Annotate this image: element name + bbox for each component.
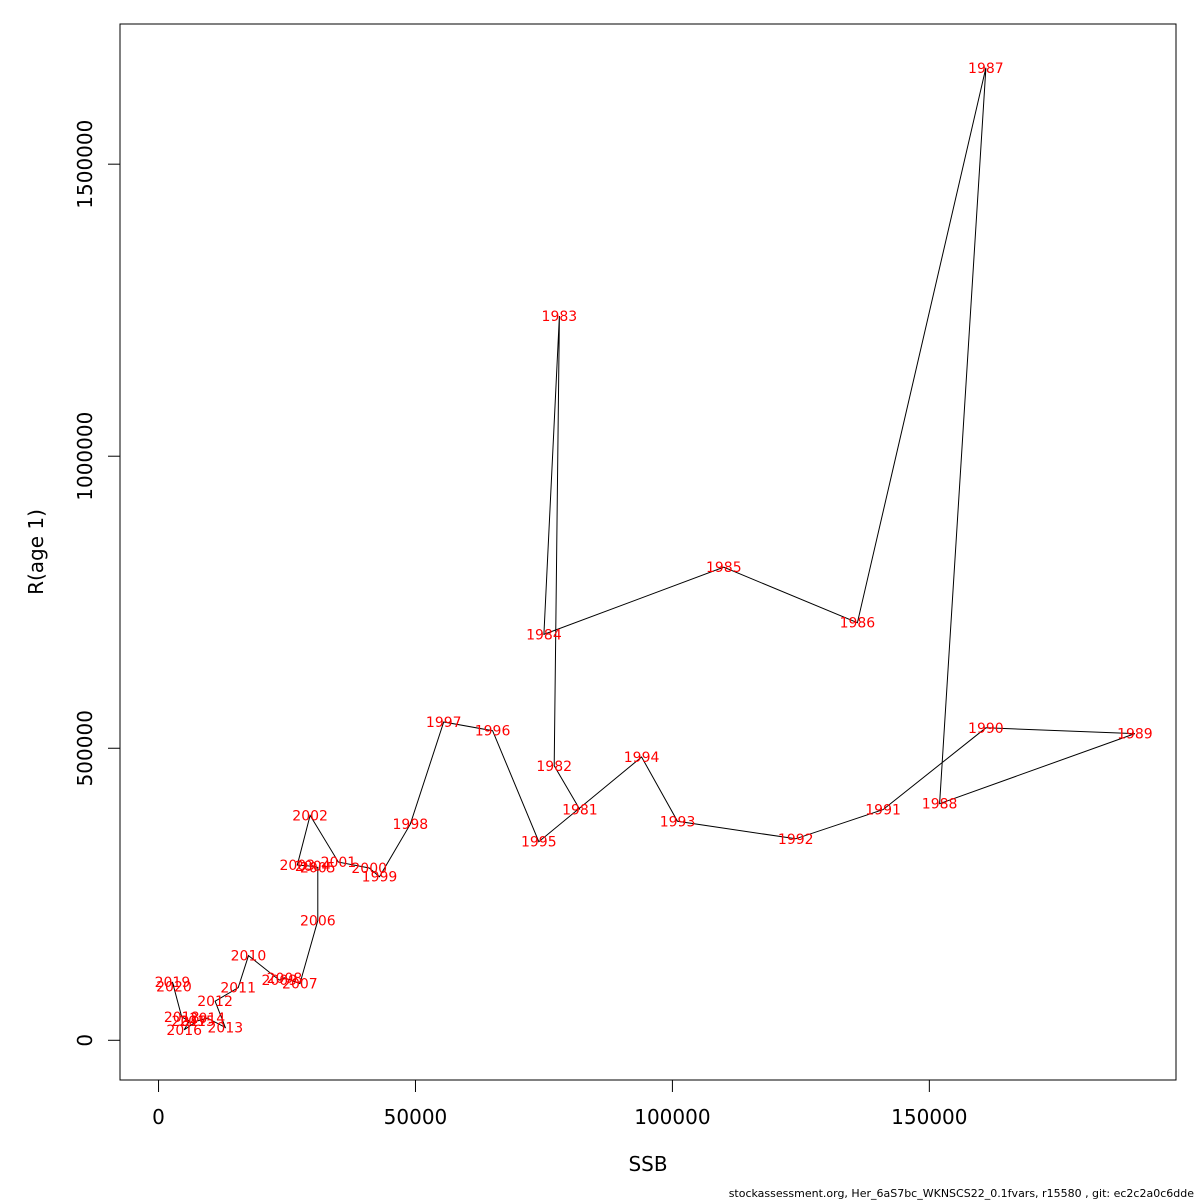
point-label: 2016 (166, 1023, 202, 1039)
point-label: 1992 (778, 832, 814, 848)
x-axis-title: SSB (628, 1152, 667, 1176)
point-label: 2008 (267, 971, 303, 987)
x-axis: 0 50000 100000 150000 (152, 1079, 968, 1129)
y-axis-title: R(age 1) (24, 509, 48, 595)
y-tick-label: 500000 (73, 710, 97, 786)
footer-text: stockassessment.org, Her_6aS7bc_WKNSCS22… (729, 1187, 1195, 1200)
series-line (171, 67, 1136, 1031)
point-label: 1984 (526, 627, 562, 643)
point-label: 2009 (261, 973, 297, 989)
point-label: 2012 (197, 994, 233, 1010)
point-label: 1986 (840, 616, 876, 632)
point-label: 2013 (208, 1020, 244, 1036)
point-label: 1993 (660, 814, 696, 830)
x-tick-label: 100000 (634, 1105, 710, 1129)
plot-frame (119, 23, 1177, 1081)
x-tick-label: 50000 (384, 1105, 448, 1129)
point-label: 1998 (393, 817, 429, 833)
point-label: 1983 (542, 309, 578, 325)
point-label: 2003 (279, 858, 315, 874)
point-label: 1994 (624, 750, 660, 766)
y-tick-label: 1000000 (73, 412, 97, 501)
y-tick-label: 0 (73, 1034, 97, 1047)
point-label: 1988 (922, 797, 958, 813)
point-label: 1997 (426, 715, 462, 731)
point-label: 2002 (292, 808, 328, 824)
point-label: 2017 (172, 1014, 208, 1030)
connector-lines (171, 67, 1136, 1031)
point-label: 1990 (968, 721, 1004, 737)
point-label: 2019 (155, 975, 191, 991)
point-label: 2014 (190, 1011, 226, 1027)
y-tick-label: 1500000 (73, 120, 97, 209)
point-label: 1987 (968, 61, 1004, 77)
point-label: 1999 (362, 870, 398, 886)
point-label: 2004 (295, 859, 331, 875)
point-label: 1982 (536, 759, 572, 775)
point-label: 1996 (475, 724, 511, 740)
point-label: 1991 (865, 803, 901, 819)
point-label: 2000 (351, 861, 387, 877)
point-label: 2006 (300, 914, 336, 930)
point-label: 2011 (220, 981, 256, 997)
point-label: 1985 (706, 560, 742, 576)
point-label: 2001 (321, 855, 357, 871)
x-tick-label: 0 (152, 1105, 165, 1129)
y-axis: 0 500000 1000000 1500000 (73, 120, 121, 1047)
point-labels: 1981 1982 1983 1984 1985 1986 1987 1988 1989 1990… (155, 61, 1153, 1039)
point-label: 1995 (521, 835, 557, 851)
point-label: 2015 (179, 1014, 215, 1030)
point-label: 1981 (562, 803, 598, 819)
point-label: 2010 (231, 949, 267, 965)
point-label: 2020 (156, 980, 192, 996)
x-tick-label: 150000 (891, 1105, 967, 1129)
point-label: 2007 (282, 977, 318, 993)
point-label: 2005 (300, 860, 336, 876)
point-label: 1989 (1117, 727, 1153, 743)
point-label: 2018 (164, 1010, 200, 1026)
